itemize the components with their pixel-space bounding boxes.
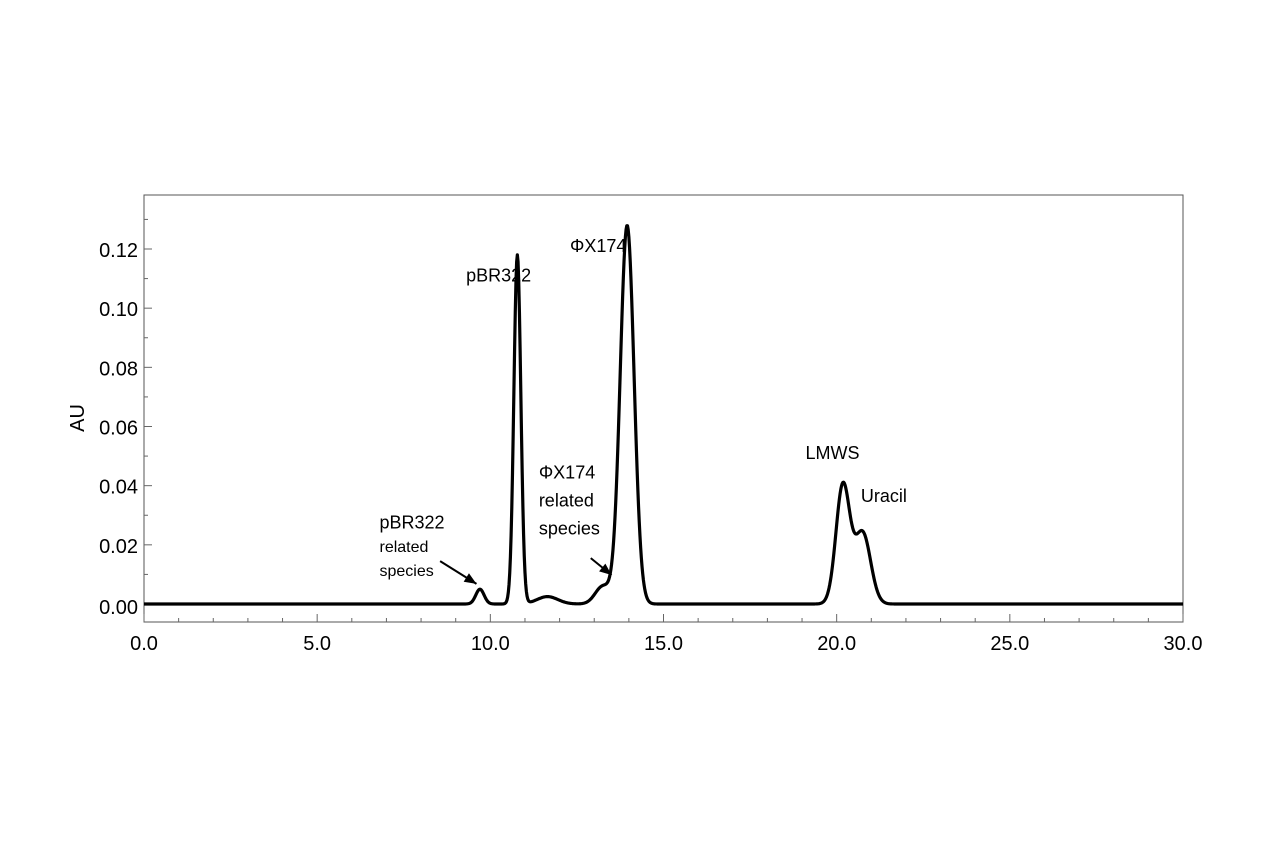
x-tick-label: 15.0: [644, 633, 683, 655]
series-layer: [143, 224, 1184, 606]
annotation-label: LMWS: [805, 443, 859, 463]
y-tick-label: 0.08: [99, 358, 138, 380]
y-tick-label: 0.04: [99, 477, 138, 499]
annotation-label: pBR322: [466, 266, 531, 286]
x-tick-label: 30.0: [1164, 633, 1203, 655]
y-tick-label: 0.02: [99, 536, 138, 558]
arrow-head: [599, 563, 612, 576]
annotation-label: related: [380, 539, 429, 556]
y-tick-label: 0.00: [99, 597, 138, 619]
annotation-label: species: [539, 518, 600, 538]
plot-frame: [143, 194, 1184, 623]
y-axis: 0.00 0.02 0.04 0.06 0.08 0.10 0.12: [99, 218, 152, 619]
y-axis-label: AU: [67, 404, 89, 432]
x-axis: 0.0 5.0 10.0 15.0 20.0 25.0 30.0: [130, 614, 1202, 655]
annotations: pBR322 ΦX174 pBR322 related species ΦX174 rela…: [380, 236, 907, 585]
y-tick-label: 0.10: [99, 299, 138, 321]
y-tick-label: 0.06: [99, 418, 138, 440]
annotation-label: related: [539, 490, 594, 510]
plot-border: [143, 194, 1184, 623]
x-tick-label: 25.0: [990, 633, 1029, 655]
x-tick-label: 0.0: [130, 633, 158, 655]
y-tick-label: 0.12: [99, 240, 138, 262]
x-tick-label: 10.0: [471, 633, 510, 655]
x-tick-label: 5.0: [303, 633, 331, 655]
annotation-label: ΦX174: [539, 462, 595, 482]
annotation-label: ΦX174: [570, 236, 626, 256]
x-tick-label: 20.0: [817, 633, 856, 655]
annotation-label: pBR322: [380, 513, 445, 533]
series-line: [143, 224, 1184, 606]
annotation-label: Uracil: [861, 486, 907, 506]
annotation-label: species: [380, 563, 434, 580]
arrow-head: [463, 573, 477, 584]
